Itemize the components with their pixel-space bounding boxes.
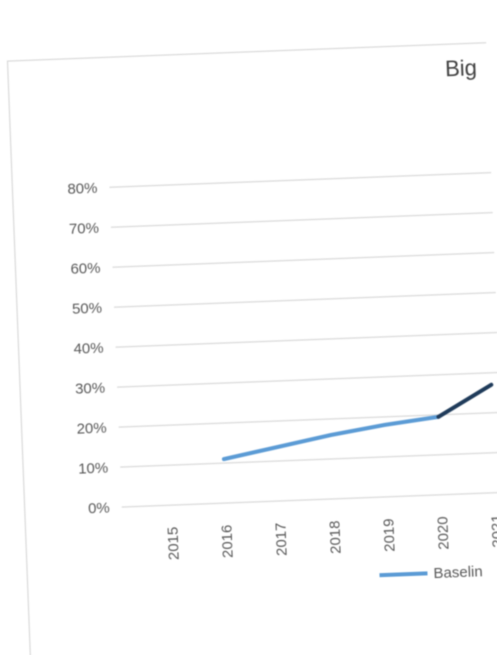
- x-tick-label: 2020: [434, 516, 452, 550]
- gridline-20pct: [118, 410, 497, 428]
- y-tick-label: 60%: [70, 260, 101, 278]
- gridlines: [109, 171, 497, 508]
- gridline-50pct: [114, 291, 497, 308]
- y-tick-label: 30%: [75, 380, 106, 398]
- x-tick-label: 2017: [272, 522, 290, 556]
- x-tick-label: 2015: [165, 526, 183, 560]
- chart-title: Big: [445, 55, 478, 81]
- gridline-30pct: [117, 370, 497, 388]
- series-line-0: [221, 414, 441, 462]
- gridline-70pct: [110, 211, 497, 228]
- legend-label-baselin: Baselin: [433, 563, 483, 582]
- y-tick-label: 10%: [78, 460, 109, 478]
- x-tick-label: 2018: [326, 520, 344, 554]
- chart-border: [6, 40, 497, 655]
- x-tick-label: 2021: [488, 514, 497, 548]
- y-tick-label: 40%: [73, 340, 104, 358]
- gridline-40pct: [115, 331, 497, 348]
- gridline-10pct: [120, 450, 497, 468]
- legend-swatch-baselin: [379, 571, 428, 578]
- y-tick-label: 70%: [69, 220, 100, 238]
- series-line-1: [436, 382, 494, 419]
- gridline-80pct: [109, 171, 497, 188]
- x-axis-tick-labels: 2015 2016 2017 2018 2019 2020 2021: [165, 514, 497, 560]
- y-tick-label: 80%: [67, 180, 98, 198]
- x-tick-label: 2016: [218, 524, 236, 558]
- gridline-60pct: [112, 251, 497, 268]
- legend: Baselin: [379, 563, 483, 582]
- y-tick-label: 0%: [88, 500, 110, 518]
- x-tick-label: 2019: [380, 518, 398, 552]
- y-tick-label: 50%: [72, 300, 103, 318]
- series-lines: [221, 382, 494, 462]
- y-tick-label: 20%: [76, 420, 107, 438]
- gridline-0pct: [121, 490, 497, 508]
- y-axis-tick-labels: 0% 10% 20% 30% 40% 50% 60% 70% 80%: [67, 180, 110, 518]
